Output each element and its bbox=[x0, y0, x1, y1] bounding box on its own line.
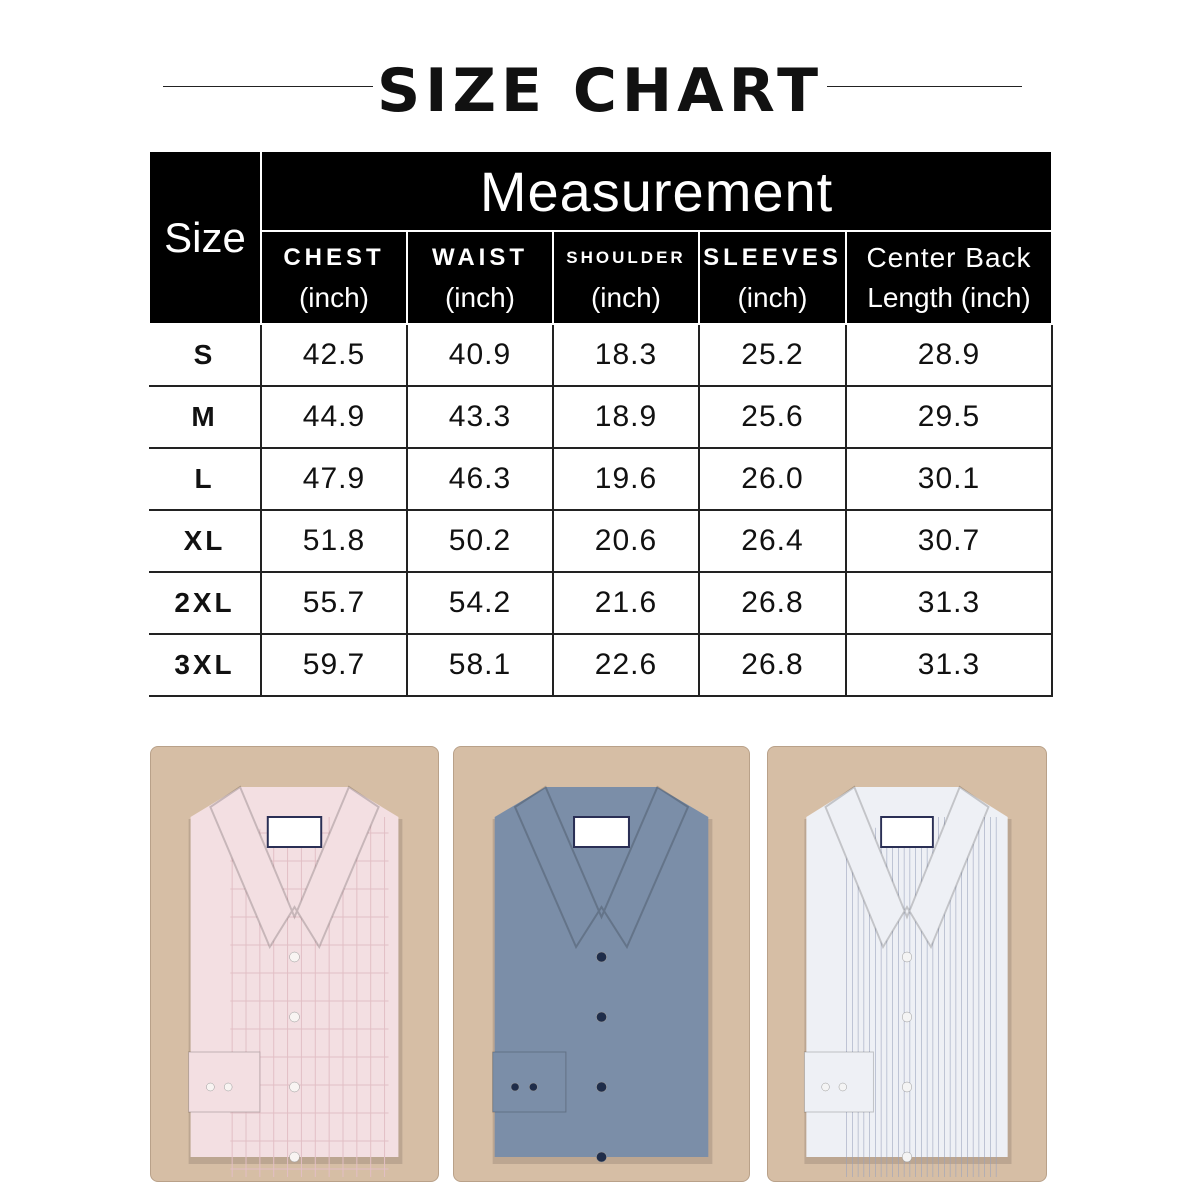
size-cell: XL bbox=[149, 509, 262, 573]
column-name: WAIST bbox=[432, 243, 528, 271]
button-icon bbox=[596, 1081, 607, 1093]
value-cell: 31.3 bbox=[845, 633, 1053, 697]
value-cell: 59.7 bbox=[260, 633, 408, 697]
value-cell: 40.9 bbox=[406, 323, 554, 387]
value-cell: 58.1 bbox=[406, 633, 554, 697]
shirt-illustration bbox=[803, 785, 1012, 1177]
column-header-waist: WAIST (inch) bbox=[406, 230, 554, 325]
size-chart-table: Size Measurement CHEST (inch) WAIST (inch) S… bbox=[148, 150, 1053, 697]
column-header-center-back: Center Back Length (inch) bbox=[845, 230, 1053, 325]
value-cell: 26.0 bbox=[698, 447, 847, 511]
shirt-illustration bbox=[492, 785, 713, 1164]
size-cell: L bbox=[149, 447, 262, 511]
table-row: 3XL 59.7 58.1 22.6 26.8 31.3 bbox=[149, 633, 1053, 697]
size-cell: S bbox=[149, 323, 262, 387]
shirt-illustration bbox=[188, 785, 403, 1177]
table-row: L 47.9 46.3 19.6 26.0 30.1 bbox=[149, 447, 1053, 511]
value-cell: 30.7 bbox=[845, 509, 1053, 573]
table-row: XL 51.8 50.2 20.6 26.4 30.7 bbox=[149, 509, 1053, 573]
value-cell: 26.8 bbox=[698, 633, 847, 697]
column-unit: (inch) bbox=[590, 281, 661, 313]
button-icon bbox=[901, 1151, 913, 1163]
measurement-header: Measurement bbox=[260, 150, 1053, 232]
column-unit: (inch) bbox=[298, 281, 369, 313]
value-cell: 29.5 bbox=[845, 385, 1053, 449]
value-cell: 54.2 bbox=[406, 571, 554, 635]
shirt-image-blue bbox=[453, 746, 750, 1182]
shirt-image-white bbox=[767, 746, 1047, 1182]
value-cell: 51.8 bbox=[260, 509, 408, 573]
value-cell: 26.4 bbox=[698, 509, 847, 573]
column-unit: (inch) bbox=[444, 281, 515, 313]
size-cell: M bbox=[149, 385, 262, 449]
value-cell: 43.3 bbox=[406, 385, 554, 449]
value-cell: 18.9 bbox=[552, 385, 700, 449]
value-cell: 22.6 bbox=[552, 633, 700, 697]
value-cell: 42.5 bbox=[260, 323, 408, 387]
value-cell: 25.2 bbox=[698, 323, 847, 387]
column-unit: Length (inch) bbox=[867, 281, 1031, 313]
button-icon bbox=[596, 1011, 607, 1023]
value-cell: 18.3 bbox=[552, 323, 700, 387]
value-cell: 19.6 bbox=[552, 447, 700, 511]
value-cell: 20.6 bbox=[552, 509, 700, 573]
button-icon bbox=[596, 1151, 607, 1163]
label-tag-icon bbox=[880, 816, 934, 848]
size-cell: 3XL bbox=[149, 633, 262, 697]
column-header-sleeves: SLEEVES (inch) bbox=[698, 230, 847, 325]
label-tag-icon bbox=[573, 816, 630, 848]
title-rule-right bbox=[795, 86, 1022, 87]
size-header: Size bbox=[148, 150, 262, 325]
column-header-chest: CHEST (inch) bbox=[260, 230, 408, 325]
button-icon bbox=[289, 951, 300, 963]
button-icon bbox=[289, 1151, 300, 1163]
page-title-text: SIZE CHART bbox=[372, 56, 828, 126]
button-icon bbox=[596, 951, 607, 963]
value-cell: 50.2 bbox=[406, 509, 554, 573]
column-name: Center Back bbox=[866, 241, 1032, 273]
column-name: SLEEVES bbox=[703, 243, 842, 271]
column-unit: (inch) bbox=[737, 281, 808, 313]
size-cell: 2XL bbox=[149, 571, 262, 635]
value-cell: 26.8 bbox=[698, 571, 847, 635]
table-row: 2XL 55.7 54.2 21.6 26.8 31.3 bbox=[149, 571, 1053, 635]
button-icon bbox=[901, 1081, 913, 1093]
button-icon bbox=[289, 1011, 300, 1023]
value-cell: 44.9 bbox=[260, 385, 408, 449]
column-name: SHOULDER bbox=[566, 247, 686, 267]
value-cell: 31.3 bbox=[845, 571, 1053, 635]
value-cell: 47.9 bbox=[260, 447, 408, 511]
value-cell: 21.6 bbox=[552, 571, 700, 635]
value-cell: 55.7 bbox=[260, 571, 408, 635]
title-rule-left bbox=[163, 86, 403, 87]
value-cell: 25.6 bbox=[698, 385, 847, 449]
value-cell: 30.1 bbox=[845, 447, 1053, 511]
button-icon bbox=[901, 951, 913, 963]
label-tag-icon bbox=[266, 816, 323, 848]
column-header-shoulder: SHOULDER (inch) bbox=[552, 230, 700, 325]
shirt-image-pink bbox=[150, 746, 439, 1182]
value-cell: 28.9 bbox=[845, 323, 1053, 387]
table-row: S 42.5 40.9 18.3 25.2 28.9 bbox=[149, 323, 1053, 387]
table-row: M 44.9 43.3 18.9 25.6 29.5 bbox=[149, 385, 1053, 449]
button-icon bbox=[289, 1081, 300, 1093]
button-icon bbox=[901, 1011, 913, 1023]
page-title: SIZE CHART bbox=[0, 56, 1200, 126]
column-name: CHEST bbox=[283, 243, 385, 271]
value-cell: 46.3 bbox=[406, 447, 554, 511]
